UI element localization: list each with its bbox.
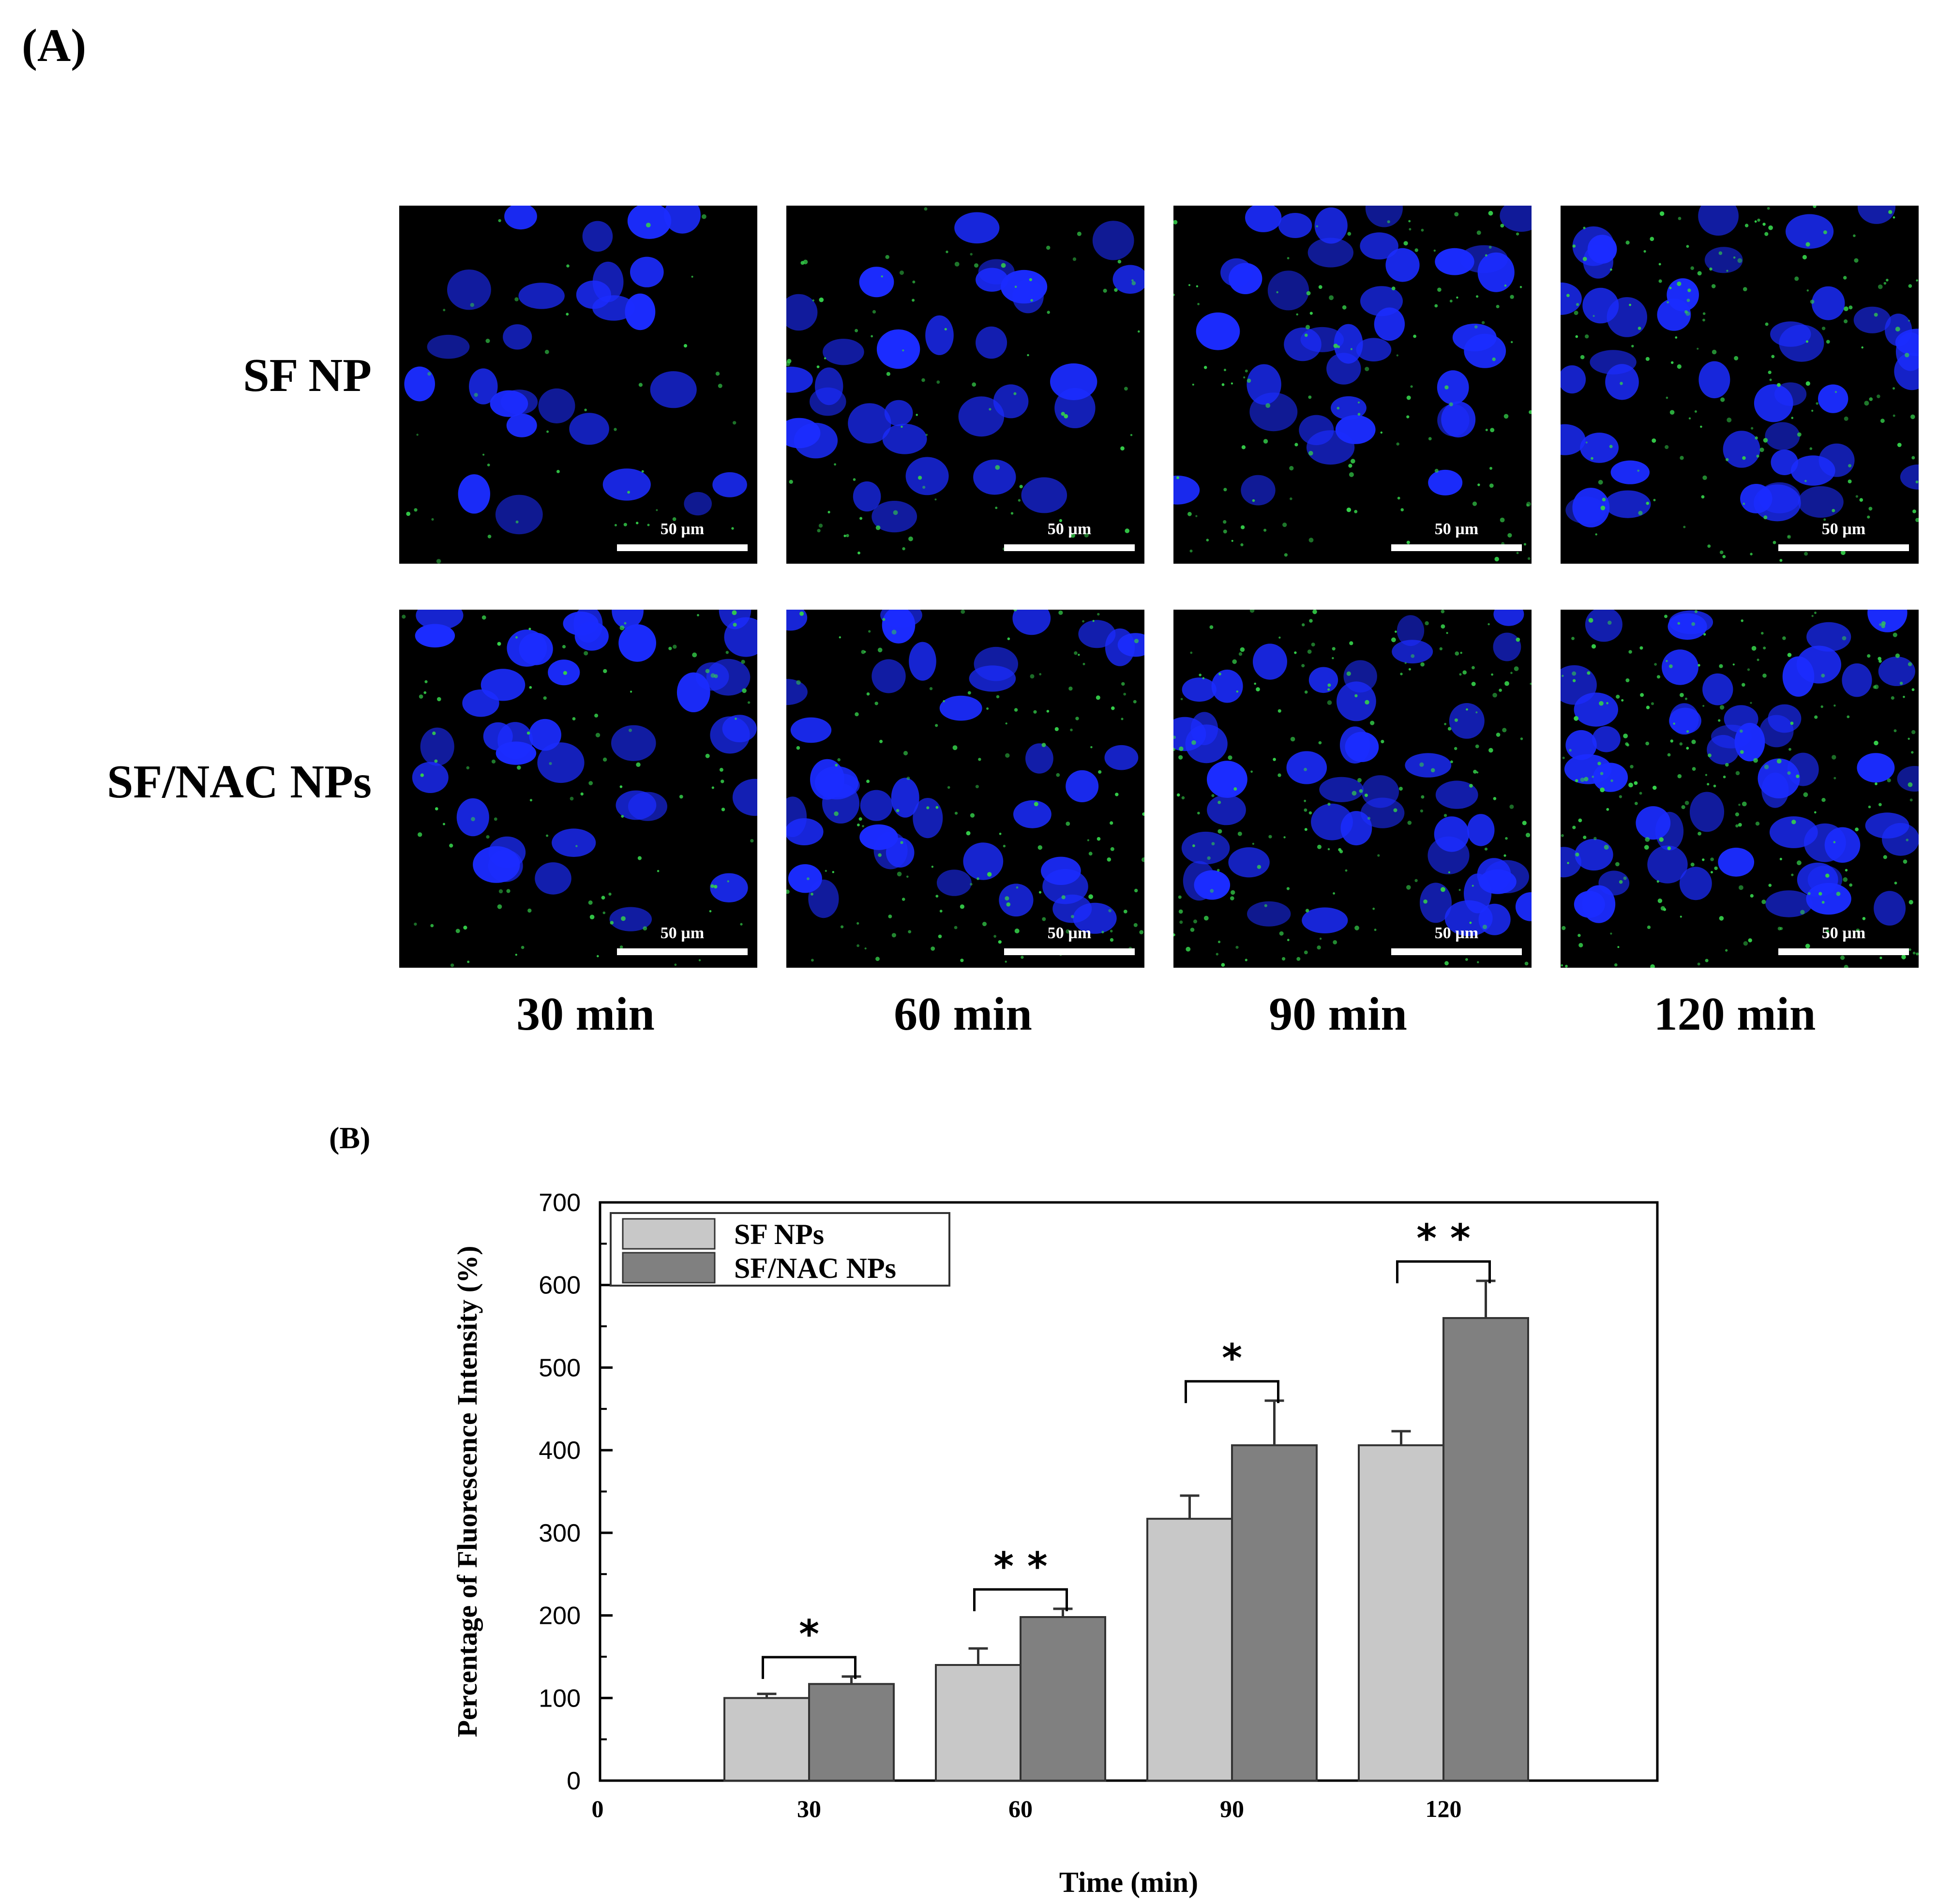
x-axis-label: Time (min) bbox=[1059, 1866, 1198, 1898]
y-tick-label: 600 bbox=[539, 1272, 581, 1300]
row-label-sf-np: SF NP bbox=[243, 349, 372, 402]
row-label-sf-nac-nps: SF/NAC NPs bbox=[106, 756, 372, 808]
y-axis-label: Percentage of Fluorescence Intensity (%) bbox=[451, 1246, 483, 1738]
micrograph-sf-np-120-min: 50 µm bbox=[1561, 206, 1919, 564]
scale-bar bbox=[1004, 948, 1135, 955]
column-label-90-min: 90 min bbox=[1269, 988, 1407, 1040]
micrograph-sf-nac-nps-30-min: 50 µm bbox=[399, 610, 757, 968]
significance-marker: * * bbox=[993, 1544, 1048, 1589]
scale-bar bbox=[1778, 544, 1909, 551]
scale-bar-label: 50 µm bbox=[1434, 520, 1479, 538]
scale-bar-label: 50 µm bbox=[660, 924, 705, 942]
y-tick-label: 400 bbox=[539, 1437, 581, 1465]
legend-label: SF/NAC NPs bbox=[734, 1252, 896, 1284]
scale-bar bbox=[617, 544, 748, 551]
significance-bracket bbox=[1185, 1380, 1279, 1403]
legend-swatch bbox=[622, 1252, 716, 1284]
x-tick-label: 0 bbox=[592, 1795, 604, 1822]
scale-bar-label: 50 µm bbox=[1434, 924, 1479, 942]
y-tick-label: 300 bbox=[539, 1519, 581, 1547]
micrograph-sf-nac-nps-90-min: 50 µm bbox=[1173, 610, 1532, 968]
scale-bar-label: 50 µm bbox=[1047, 520, 1092, 538]
scale-bar-label: 50 µm bbox=[660, 520, 705, 538]
significance-bracket bbox=[762, 1656, 856, 1679]
x-tick-label: 60 bbox=[1008, 1795, 1033, 1822]
significance-marker: * bbox=[1222, 1336, 1242, 1381]
bar-sf-nac-nps bbox=[1231, 1444, 1318, 1782]
x-tick-label: 120 bbox=[1426, 1795, 1462, 1822]
y-tick-label: 500 bbox=[539, 1354, 581, 1382]
y-tick-label: 0 bbox=[567, 1767, 581, 1795]
panel-a-label: (A) bbox=[22, 19, 87, 71]
significance-bracket bbox=[973, 1588, 1068, 1611]
micrograph-sf-nac-nps-120-min: 50 µm bbox=[1561, 610, 1919, 968]
scale-bar bbox=[617, 948, 748, 955]
scale-bar-label: 50 µm bbox=[1821, 924, 1866, 942]
micrograph-sf-nac-nps-60-min: 50 µm bbox=[786, 610, 1144, 968]
bar-sf-nac-nps bbox=[1442, 1317, 1529, 1782]
scale-bar bbox=[1391, 544, 1522, 551]
legend-label: SF NPs bbox=[734, 1218, 824, 1250]
scale-bar bbox=[1004, 544, 1135, 551]
significance-bracket bbox=[1396, 1260, 1491, 1284]
column-label-120-min: 120 min bbox=[1653, 988, 1816, 1040]
y-tick-label: 700 bbox=[539, 1189, 581, 1217]
scale-bar bbox=[1391, 948, 1522, 955]
x-tick-label: 30 bbox=[797, 1795, 821, 1822]
y-tick-label: 100 bbox=[539, 1684, 581, 1712]
y-tick-label: 200 bbox=[539, 1602, 581, 1630]
legend-swatch bbox=[622, 1218, 716, 1250]
bar-sf-nac-nps bbox=[1020, 1616, 1106, 1782]
bar-sf-nps bbox=[1358, 1444, 1444, 1782]
column-label-30-min: 30 min bbox=[516, 988, 655, 1040]
micrograph-sf-np-60-min: 50 µm bbox=[786, 206, 1144, 564]
bar-sf-nps bbox=[935, 1664, 1022, 1782]
bar-sf-nac-nps bbox=[808, 1683, 895, 1782]
scale-bar-label: 50 µm bbox=[1821, 520, 1866, 538]
scale-bar bbox=[1778, 948, 1909, 955]
significance-marker: * bbox=[799, 1612, 819, 1657]
micrograph-sf-np-90-min: 50 µm bbox=[1173, 206, 1532, 564]
panel-b-label: (B) bbox=[329, 1121, 371, 1155]
bar-sf-nps bbox=[1146, 1517, 1233, 1782]
significance-marker: * * bbox=[1416, 1216, 1471, 1261]
micrograph-sf-np-30-min: 50 µm bbox=[399, 206, 757, 564]
x-tick-label: 90 bbox=[1220, 1795, 1244, 1822]
bar-sf-nps bbox=[723, 1697, 810, 1782]
scale-bar-label: 50 µm bbox=[1047, 924, 1092, 942]
column-label-60-min: 60 min bbox=[894, 988, 1032, 1040]
